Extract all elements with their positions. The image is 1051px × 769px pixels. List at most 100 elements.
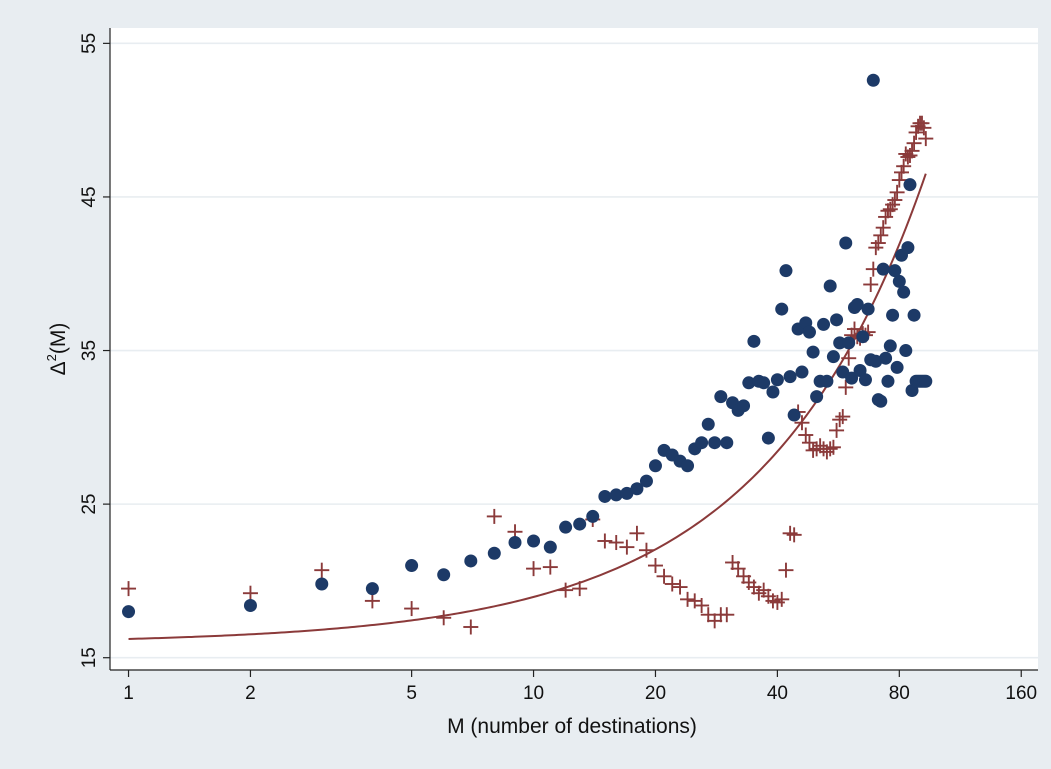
plus-point: [891, 172, 907, 188]
plus-point: [404, 601, 420, 617]
plus-point: [887, 192, 903, 208]
plus-point: [664, 576, 680, 592]
dot-point: [903, 178, 917, 192]
plus-point: [916, 120, 932, 136]
dot-point: [559, 520, 573, 534]
x-tick-label: 2: [245, 683, 256, 704]
dot-point: [701, 417, 715, 431]
plus-point: [838, 379, 854, 395]
x-tick-labels: 1 2 5 10 20 40 80 160: [123, 683, 1037, 704]
plus-point: [782, 525, 798, 541]
dot-point: [598, 489, 612, 503]
x-tick-label: 160: [1005, 683, 1037, 704]
dot-point: [630, 482, 644, 496]
dot-point: [543, 540, 557, 554]
x-axis-title: M (number of destinations): [447, 715, 697, 738]
dot-point: [586, 509, 600, 523]
dot-point: [405, 559, 419, 573]
dot-point: [315, 577, 329, 591]
dot-point: [737, 399, 751, 413]
x-tick-label: 80: [889, 683, 910, 704]
dot-point: [779, 264, 793, 278]
dot-point: [839, 236, 853, 250]
dot-point: [826, 350, 840, 364]
plus-point: [889, 184, 905, 200]
plot-area: [110, 28, 1038, 670]
plus-point: [794, 415, 810, 431]
plus-point: [656, 568, 672, 584]
dot-point: [714, 390, 728, 404]
plus-point: [542, 559, 558, 575]
dot-point: [770, 373, 784, 387]
dot-point: [437, 568, 451, 582]
dot-point: [742, 376, 756, 390]
gridlines: [110, 42, 1038, 659]
plus-point: [638, 542, 654, 558]
plus-point: [846, 321, 862, 337]
plus-point: [680, 591, 696, 607]
plus-point: [242, 585, 258, 601]
dot-point: [830, 313, 844, 327]
y-axis-title-base: Δ: [47, 361, 70, 375]
plus-point: [314, 562, 330, 578]
dot-point: [817, 317, 831, 331]
plus-point: [786, 527, 802, 543]
dot-point: [757, 376, 771, 390]
x-tick-label: 40: [767, 683, 788, 704]
plus-point: [870, 235, 886, 251]
dot-point: [787, 408, 801, 422]
plus-point: [364, 593, 380, 609]
dot-point: [879, 351, 893, 365]
plus-point: [896, 158, 912, 174]
dot-point: [122, 605, 136, 619]
plus-point: [619, 539, 635, 555]
dot-point: [527, 534, 541, 548]
plus-point: [719, 607, 735, 623]
dot-point: [747, 334, 761, 348]
y-tick-label: 15: [79, 647, 100, 668]
dot-series: [122, 73, 933, 619]
plus-point: [774, 591, 790, 607]
dot-point: [761, 431, 775, 445]
dot-point: [901, 241, 915, 255]
dot-point: [897, 285, 911, 299]
plus-point: [121, 581, 137, 597]
fit-line-group: [128, 173, 927, 640]
plus-point: [906, 135, 922, 151]
dot-point: [874, 394, 888, 408]
dot-point: [573, 517, 587, 531]
dot-point: [856, 330, 870, 344]
dot-point: [858, 373, 872, 387]
x-tick-label: 1: [123, 683, 134, 704]
y-tick-label: 55: [79, 33, 100, 54]
y-tick-labels: 15 25 35 45 55: [79, 33, 100, 668]
y-tick-label: 35: [79, 340, 100, 361]
y-tick-label: 45: [79, 186, 100, 207]
plus-point: [798, 427, 814, 443]
dot-point: [681, 459, 695, 473]
dot-point: [795, 365, 809, 379]
dot-point: [487, 546, 501, 560]
dot-point: [886, 308, 900, 322]
plus-point: [918, 131, 934, 147]
dot-point: [919, 374, 933, 388]
dot-point: [695, 436, 709, 450]
plus-point: [629, 525, 645, 541]
plus-point: [647, 558, 663, 574]
x-tick-label: 20: [645, 683, 666, 704]
dot-point: [783, 370, 797, 384]
dot-point: [892, 274, 906, 288]
x-tick-label: 5: [406, 683, 417, 704]
dot-point: [883, 339, 897, 353]
dot-point: [888, 264, 902, 278]
plus-point: [778, 562, 794, 578]
plus-point: [700, 607, 716, 623]
dot-point: [720, 436, 734, 450]
plus-point: [694, 597, 710, 613]
y-axis-title-sup: 2: [44, 354, 59, 361]
plus-point: [526, 561, 542, 577]
dot-point: [861, 302, 875, 316]
dot-point: [850, 297, 864, 311]
dot-point: [876, 262, 890, 276]
